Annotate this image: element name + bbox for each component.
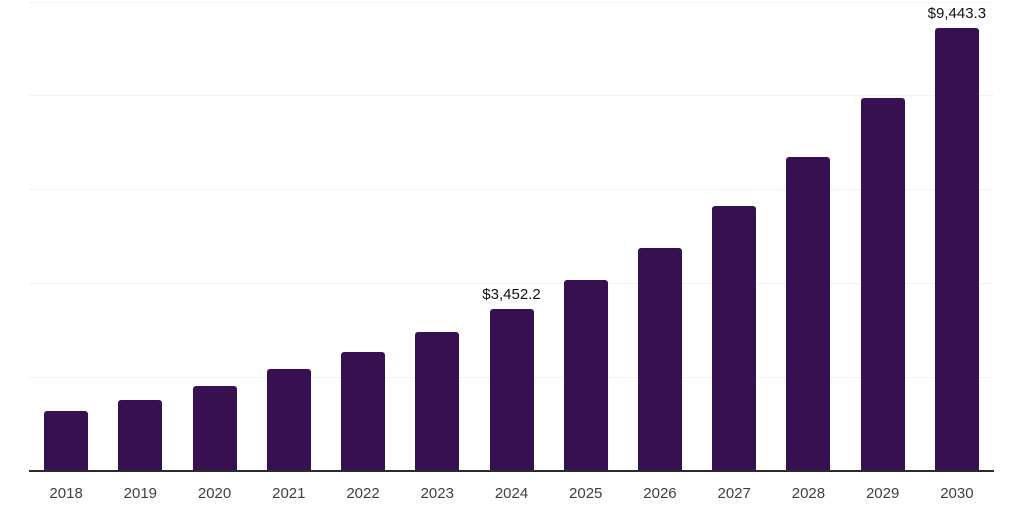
gridline <box>29 283 994 285</box>
x-tick-label-2022: 2022 <box>346 485 380 502</box>
bar-2018 <box>44 410 89 471</box>
value-label-2030: $9,443.3 <box>927 4 987 22</box>
x-tick-label-2018: 2018 <box>49 485 83 502</box>
x-tick-label-2021: 2021 <box>272 485 306 502</box>
x-tick-label-2025: 2025 <box>569 485 603 502</box>
x-tick-label-2027: 2027 <box>717 485 751 502</box>
bar-2024 <box>489 308 534 471</box>
x-tick-label-2024: 2024 <box>494 485 529 502</box>
bar-2019 <box>118 400 163 471</box>
bar-2021 <box>266 369 311 471</box>
bar-2020 <box>192 386 237 471</box>
x-tick-label-2019: 2019 <box>123 485 158 502</box>
gridline <box>29 95 994 97</box>
x-tick-label-2023: 2023 <box>420 485 454 502</box>
gridline <box>29 1 994 3</box>
x-axis-line <box>29 470 994 472</box>
bar-2028 <box>786 157 831 471</box>
bar-2030 <box>934 27 979 471</box>
x-tick-label-2028: 2028 <box>791 485 826 502</box>
x-tick-label-2029: 2029 <box>865 485 900 502</box>
bar-2025 <box>563 279 608 471</box>
bar-2026 <box>637 247 682 471</box>
bar-2022 <box>341 352 386 471</box>
value-label-2024: $3,452.2 <box>482 285 541 303</box>
x-tick-label-2026: 2026 <box>643 485 677 502</box>
bar-2027 <box>712 206 757 471</box>
bar-2029 <box>860 98 905 471</box>
x-tick-label-2020: 2020 <box>197 485 232 502</box>
bar-2023 <box>415 331 460 471</box>
gridline <box>29 189 994 191</box>
x-tick-label-2030: 2030 <box>940 485 974 502</box>
plot-area: $3,452.2 $9,443.3 <box>29 0 994 471</box>
